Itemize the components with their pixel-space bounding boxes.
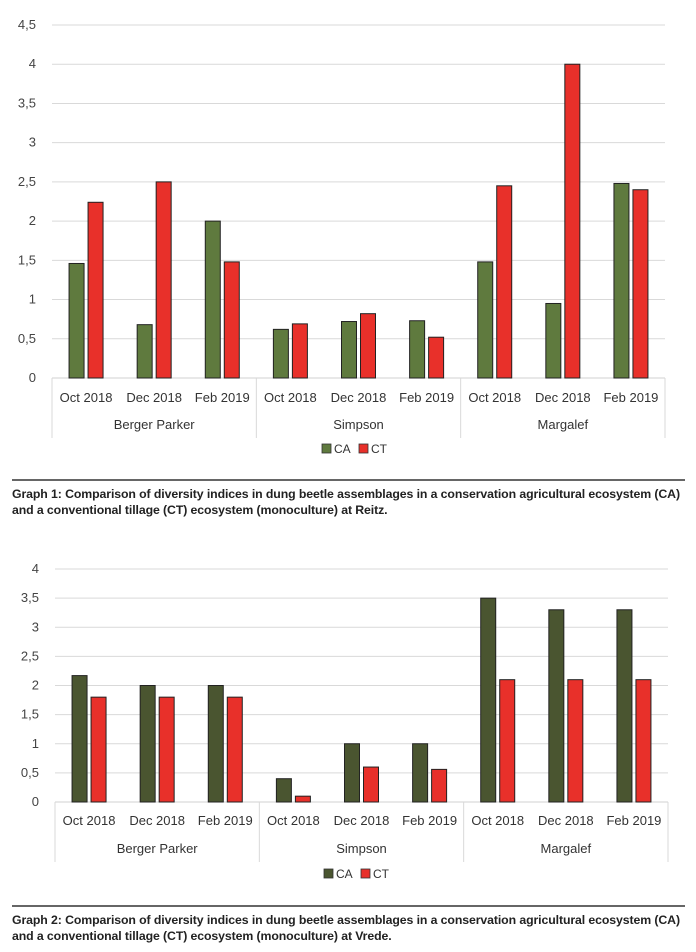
bar-ca <box>548 609 565 803</box>
y-tick-label: 3 <box>32 619 39 634</box>
bar-ca <box>139 685 156 803</box>
x-tick-label: Dec 2018 <box>538 813 594 828</box>
x-tick-label: Feb 2019 <box>399 390 454 405</box>
bar-ct <box>635 679 652 803</box>
chart-vrede: 0 0,5 1 1,5 2 2,5 3 3,5 4 Oct 2018 Dec 2018 Feb 201… <box>21 561 669 881</box>
legend-swatch-ct <box>358 443 369 454</box>
bar-ca <box>545 302 562 379</box>
bar-ct <box>496 185 513 379</box>
bar-ca <box>409 320 426 379</box>
bar-ca <box>68 262 85 379</box>
x-tick-label: Feb 2019 <box>603 390 658 405</box>
chart-reitz: 0 0,5 1 1,5 2 2,5 3 3,5 4 4,5 Oct 2018 Dec 2018 Feb … <box>18 17 666 456</box>
bar-ct <box>632 189 649 379</box>
bar-ct <box>564 63 581 379</box>
x-tick-label: Dec 2018 <box>331 390 387 405</box>
bar-ca <box>204 220 221 379</box>
y-tick-label: 4,5 <box>18 17 36 32</box>
bar-ct <box>87 201 104 379</box>
x-tick-label: Oct 2018 <box>264 390 317 405</box>
x-tick-label: Dec 2018 <box>535 390 591 405</box>
caption-rule-2 <box>12 905 685 907</box>
bar-ca <box>613 182 630 379</box>
x-tick-label: Oct 2018 <box>267 813 320 828</box>
bar-ca <box>480 597 497 803</box>
bar-ct <box>431 768 448 803</box>
bar-ct <box>223 261 240 379</box>
bar-ct <box>428 336 445 379</box>
bar-ct <box>226 696 243 803</box>
legend-label-ca: CA <box>334 442 351 456</box>
x-tick-label: Feb 2019 <box>198 813 253 828</box>
y-tick-label: 1 <box>32 736 39 751</box>
bar-ca <box>341 321 357 379</box>
bar-ca <box>477 261 494 379</box>
legend-swatch-ca <box>323 868 334 879</box>
legend-label-ct: CT <box>371 442 388 456</box>
bar-ct <box>155 181 172 379</box>
x-tick-label: Oct 2018 <box>60 390 113 405</box>
bar-ca <box>272 328 289 379</box>
y-tick-label: 0,5 <box>18 331 36 346</box>
caption-graph-1: Graph 1: Comparison of diversity indices… <box>12 487 680 517</box>
x-tick-label: Oct 2018 <box>471 813 524 828</box>
caption-graph-2: Graph 2: Comparison of diversity indices… <box>12 913 680 943</box>
y-tick-label: 3,5 <box>21 590 39 605</box>
legend-swatch-ca <box>321 443 332 454</box>
bar-ca <box>275 778 292 803</box>
y-tick-label: 4 <box>32 561 39 576</box>
y-tick-label: 4 <box>29 56 36 71</box>
y-tick-label: 3,5 <box>18 95 36 110</box>
y-tick-label: 2 <box>32 678 39 693</box>
group-label: Simpson <box>336 841 387 856</box>
bar-ct <box>294 795 311 803</box>
bar-ca <box>344 743 360 803</box>
caption-rule-1 <box>12 479 685 481</box>
bar-ct <box>360 313 376 379</box>
x-tick-label: Oct 2018 <box>468 390 521 405</box>
x-tick-label: Feb 2019 <box>402 813 457 828</box>
y-tick-label: 0 <box>32 794 39 809</box>
y-tick-label: 3 <box>29 135 36 150</box>
bar-ct <box>567 679 584 803</box>
x-tick-label: Dec 2018 <box>126 390 182 405</box>
group-label: Simpson <box>333 417 384 432</box>
group-label: Margalef <box>541 841 592 856</box>
x-tick-label: Dec 2018 <box>334 813 390 828</box>
group-label: Berger Parker <box>117 841 199 856</box>
group-label: Margalef <box>538 417 589 432</box>
legend-label-ca: CA <box>336 867 353 881</box>
y-tick-label: 1,5 <box>21 707 39 722</box>
y-tick-label: 2,5 <box>18 174 36 189</box>
legend-label-ct: CT <box>373 867 390 881</box>
x-tick-label: Feb 2019 <box>606 813 661 828</box>
y-tick-label: 1,5 <box>18 252 36 267</box>
bar-ct <box>291 323 308 379</box>
bar-ca <box>136 324 153 379</box>
y-tick-label: 0 <box>29 370 36 385</box>
bar-ca <box>412 743 429 803</box>
bar-ct <box>363 766 379 803</box>
legend-swatch-ct <box>360 868 371 879</box>
bar-ca <box>207 685 224 803</box>
bar-ct <box>499 679 516 803</box>
y-tick-label: 2 <box>29 213 36 228</box>
x-tick-label: Dec 2018 <box>129 813 185 828</box>
y-tick-label: 1 <box>29 292 36 307</box>
group-label: Berger Parker <box>114 417 196 432</box>
bar-ct <box>90 696 107 803</box>
y-tick-label: 2,5 <box>21 648 39 663</box>
bar-ca <box>616 609 633 803</box>
x-tick-label: Feb 2019 <box>195 390 250 405</box>
x-tick-label: Oct 2018 <box>63 813 116 828</box>
bar-ct <box>158 696 175 803</box>
y-tick-label: 0,5 <box>21 765 39 780</box>
bar-ca <box>71 675 88 803</box>
